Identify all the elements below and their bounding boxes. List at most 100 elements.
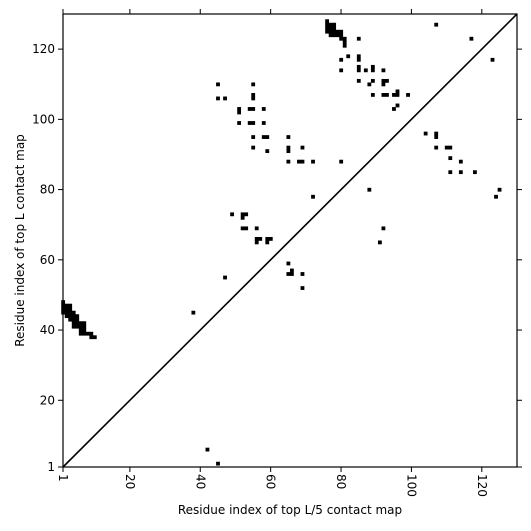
contact-point xyxy=(265,236,270,241)
contact-point xyxy=(311,194,315,199)
contact-point xyxy=(444,145,449,150)
contact-point xyxy=(335,29,340,34)
contact-point xyxy=(367,82,372,87)
y-tick-label: 1 xyxy=(47,460,55,474)
contact-point xyxy=(216,96,220,101)
contact-point xyxy=(339,57,344,62)
contact-point xyxy=(325,19,330,24)
contact-point xyxy=(370,93,375,97)
contact-point xyxy=(286,149,291,154)
contact-point xyxy=(332,33,337,38)
contact-point xyxy=(494,194,498,199)
contact-point xyxy=(497,187,502,192)
contact-point xyxy=(367,187,372,192)
x-tick-label: 1 xyxy=(56,474,70,482)
contact-point xyxy=(469,36,474,41)
contact-point xyxy=(68,310,73,315)
contact-point xyxy=(251,82,256,87)
y-tick-label: 80 xyxy=(40,183,55,197)
contact-point xyxy=(71,317,76,322)
contact-point xyxy=(251,93,256,97)
contact-point xyxy=(385,78,389,83)
x-axis-label: Residue index of top L/5 contact map xyxy=(178,503,402,517)
contact-point xyxy=(356,78,361,83)
contact-point xyxy=(332,26,337,31)
contact-point xyxy=(381,226,386,231)
contact-point xyxy=(286,159,291,164)
contact-point xyxy=(325,29,330,34)
plot-frame xyxy=(62,13,518,468)
contact-point xyxy=(300,286,305,290)
y-tick-label: 120 xyxy=(32,42,55,56)
contact-point xyxy=(223,96,227,101)
contact-point xyxy=(247,107,252,111)
x-tick-label: 20 xyxy=(123,474,137,489)
contact-point xyxy=(297,159,301,164)
contact-point xyxy=(82,328,87,333)
contact-point xyxy=(370,64,375,69)
contact-point xyxy=(71,321,76,326)
contact-point xyxy=(300,272,305,276)
contact-point xyxy=(356,54,361,59)
contact-point xyxy=(89,331,94,336)
contact-point xyxy=(254,226,259,231)
contact-point xyxy=(392,93,396,97)
contact-point xyxy=(71,310,76,315)
contact-point xyxy=(244,226,249,231)
contact-point xyxy=(342,36,347,41)
contact-point xyxy=(363,68,368,73)
contact-point xyxy=(64,307,69,312)
contact-point xyxy=(356,64,361,69)
contact-point xyxy=(75,321,80,326)
contact-point xyxy=(261,107,266,111)
contact-point xyxy=(381,93,386,97)
contact-point xyxy=(82,324,87,329)
contact-point xyxy=(434,135,439,139)
contact-point xyxy=(254,240,259,245)
x-tick-label: 40 xyxy=(193,474,207,489)
contact-point xyxy=(240,226,245,231)
contact-point xyxy=(377,240,382,245)
y-axis-label: Residue index of top L contact map xyxy=(13,134,27,347)
contact-point xyxy=(265,135,270,139)
contact-point xyxy=(335,33,340,38)
contact-point xyxy=(92,335,97,340)
y-tick-label: 60 xyxy=(40,253,55,267)
contact-point xyxy=(78,328,83,333)
contact-point xyxy=(370,68,375,73)
y-tick-label: 40 xyxy=(40,323,55,337)
contact-point xyxy=(286,272,291,276)
contact-point xyxy=(332,22,337,27)
contact-point xyxy=(325,26,330,31)
contact-point xyxy=(325,22,330,27)
contact-point xyxy=(395,103,400,108)
contact-point xyxy=(339,159,344,164)
contact-point xyxy=(290,272,294,276)
contact-point xyxy=(82,331,87,336)
contact-point xyxy=(448,156,453,161)
contact-point xyxy=(265,149,270,154)
contact-point xyxy=(240,212,245,217)
contact-point xyxy=(258,236,263,241)
contact-point xyxy=(286,135,291,139)
contact-point xyxy=(251,135,256,139)
contact-point xyxy=(78,331,83,336)
x-tick-label: 100 xyxy=(404,474,418,497)
contact-point xyxy=(244,212,249,217)
contact-point xyxy=(216,461,220,466)
contact-point xyxy=(78,324,83,329)
contact-point xyxy=(237,121,242,125)
contact-point xyxy=(247,121,252,125)
diagonal-line xyxy=(62,13,518,468)
y-tick-label: 20 xyxy=(40,393,55,407)
contact-point xyxy=(328,26,333,31)
contact-point xyxy=(339,36,344,41)
contact-point xyxy=(68,317,73,322)
contact-point xyxy=(356,68,361,73)
contact-point xyxy=(64,314,69,319)
contact-point xyxy=(300,145,305,150)
contact-point xyxy=(251,96,256,101)
contact-point xyxy=(290,268,294,273)
contact-point xyxy=(434,145,439,150)
contact-points xyxy=(61,19,502,466)
